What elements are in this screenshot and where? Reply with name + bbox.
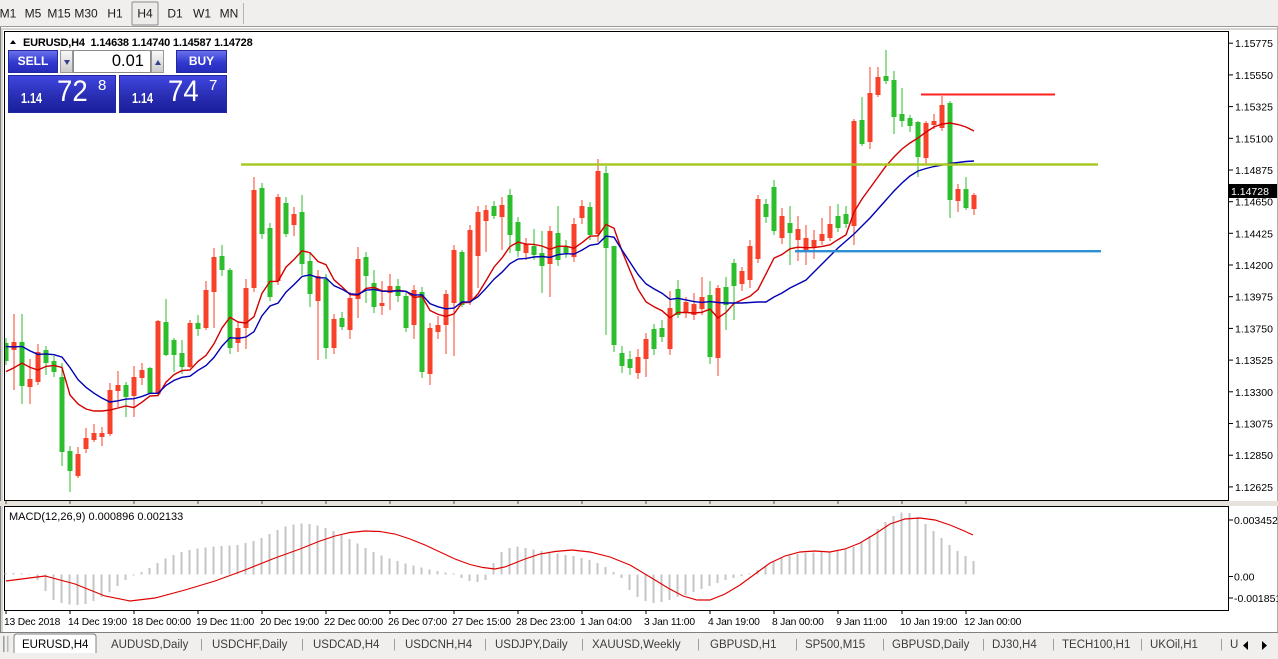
svg-text:MN: MN (220, 7, 239, 21)
svg-text:U: U (1230, 639, 1238, 651)
svg-text:MACD(12,26,9) 0.000896 0.00213: MACD(12,26,9) 0.000896 0.002133 (9, 511, 183, 523)
svg-text:USDCNH,H4: USDCNH,H4 (405, 639, 473, 651)
svg-text:1.14200: 1.14200 (1235, 260, 1273, 272)
svg-text:|: | (697, 639, 700, 651)
svg-text:M15: M15 (47, 7, 71, 21)
svg-text:12 Jan 00:00: 12 Jan 00:00 (964, 617, 1022, 628)
svg-text:19 Dec 11:00: 19 Dec 11:00 (196, 617, 255, 628)
svg-text:|: | (882, 639, 885, 651)
svg-text:H4: H4 (137, 7, 153, 21)
svg-text:GBPUSD,Daily: GBPUSD,Daily (892, 639, 970, 651)
svg-text:USDCHF,Daily: USDCHF,Daily (212, 639, 288, 651)
svg-text:UKOil,H1: UKOil,H1 (1150, 639, 1198, 651)
svg-text:H1: H1 (107, 7, 123, 21)
svg-text:22 Dec 00:00: 22 Dec 00:00 (324, 617, 383, 628)
svg-text:AUDUSD,Daily: AUDUSD,Daily (111, 639, 189, 651)
svg-text:-0.001851: -0.001851 (1234, 593, 1278, 605)
svg-text:M1: M1 (0, 7, 17, 21)
svg-text:9 Jan 11:00: 9 Jan 11:00 (836, 617, 887, 628)
svg-text:1.15325: 1.15325 (1235, 102, 1273, 114)
svg-text:M5: M5 (25, 7, 42, 21)
svg-text:0.003452: 0.003452 (1234, 515, 1278, 527)
svg-text:1.13525: 1.13525 (1235, 355, 1273, 367)
svg-text:EURUSD,H4: EURUSD,H4 (22, 639, 89, 651)
svg-text:W1: W1 (193, 7, 211, 21)
svg-text:13 Dec 2018: 13 Dec 2018 (4, 617, 61, 628)
svg-text:8 Jan 00:00: 8 Jan 00:00 (772, 617, 824, 628)
svg-text:|: | (581, 639, 584, 651)
svg-text:20 Dec 19:00: 20 Dec 19:00 (260, 617, 319, 628)
svg-text:1.12625: 1.12625 (1235, 482, 1273, 494)
svg-text:0.00: 0.00 (1234, 572, 1255, 584)
svg-text:1.13300: 1.13300 (1235, 387, 1273, 399)
svg-text:|: | (982, 639, 985, 651)
svg-text:|: | (484, 639, 487, 651)
svg-text:1.15100: 1.15100 (1235, 133, 1273, 145)
svg-text:SP500,M15: SP500,M15 (805, 639, 865, 651)
svg-text:28 Dec 23:00: 28 Dec 23:00 (516, 617, 575, 628)
svg-text:|: | (1220, 639, 1223, 651)
svg-text:USDCAD,H4: USDCAD,H4 (313, 639, 380, 651)
svg-text:|: | (301, 639, 304, 651)
svg-text:|: | (1052, 639, 1055, 651)
svg-text:1.12850: 1.12850 (1235, 450, 1273, 462)
svg-text:1 Jan 04:00: 1 Jan 04:00 (580, 617, 632, 628)
svg-text:18 Dec 00:00: 18 Dec 00:00 (132, 617, 191, 628)
svg-text:3 Jan 11:00: 3 Jan 11:00 (644, 617, 695, 628)
svg-text:1.14650: 1.14650 (1235, 197, 1273, 209)
svg-text:1.14728: 1.14728 (1231, 186, 1269, 198)
svg-text:M30: M30 (74, 7, 98, 21)
svg-text:27 Dec 15:00: 27 Dec 15:00 (452, 617, 511, 628)
svg-text:1.13075: 1.13075 (1235, 419, 1273, 431)
svg-text:10 Jan 19:00: 10 Jan 19:00 (900, 617, 958, 628)
svg-text:26 Dec 07:00: 26 Dec 07:00 (388, 617, 447, 628)
svg-text:1.14425: 1.14425 (1235, 228, 1273, 240)
svg-text:TECH100,H1: TECH100,H1 (1062, 639, 1130, 651)
svg-text:14 Dec 19:00: 14 Dec 19:00 (68, 617, 127, 628)
svg-text:XAUUSD,Weekly: XAUUSD,Weekly (592, 639, 681, 651)
svg-text:USDJPY,Daily: USDJPY,Daily (495, 639, 568, 651)
svg-text:D1: D1 (167, 7, 183, 21)
svg-text:GBPUSD,H1: GBPUSD,H1 (710, 639, 776, 651)
svg-text:DJ30,H4: DJ30,H4 (992, 639, 1037, 651)
svg-text:1.14875: 1.14875 (1235, 165, 1273, 177)
svg-text:1.15775: 1.15775 (1235, 38, 1273, 50)
svg-text:|: | (200, 639, 203, 651)
svg-text:1.15550: 1.15550 (1235, 70, 1273, 82)
svg-text:|: | (795, 639, 798, 651)
svg-text:4 Jan 19:00: 4 Jan 19:00 (708, 617, 760, 628)
svg-text:1.13975: 1.13975 (1235, 292, 1273, 304)
svg-text:1.13750: 1.13750 (1235, 323, 1273, 335)
svg-text:EURUSD,H4 1.14638 1.14740 1.1: EURUSD,H4 1.14638 1.14740 1.14587 1.1472… (23, 37, 253, 49)
svg-text:|: | (393, 639, 396, 651)
svg-text:|: | (1140, 639, 1143, 651)
